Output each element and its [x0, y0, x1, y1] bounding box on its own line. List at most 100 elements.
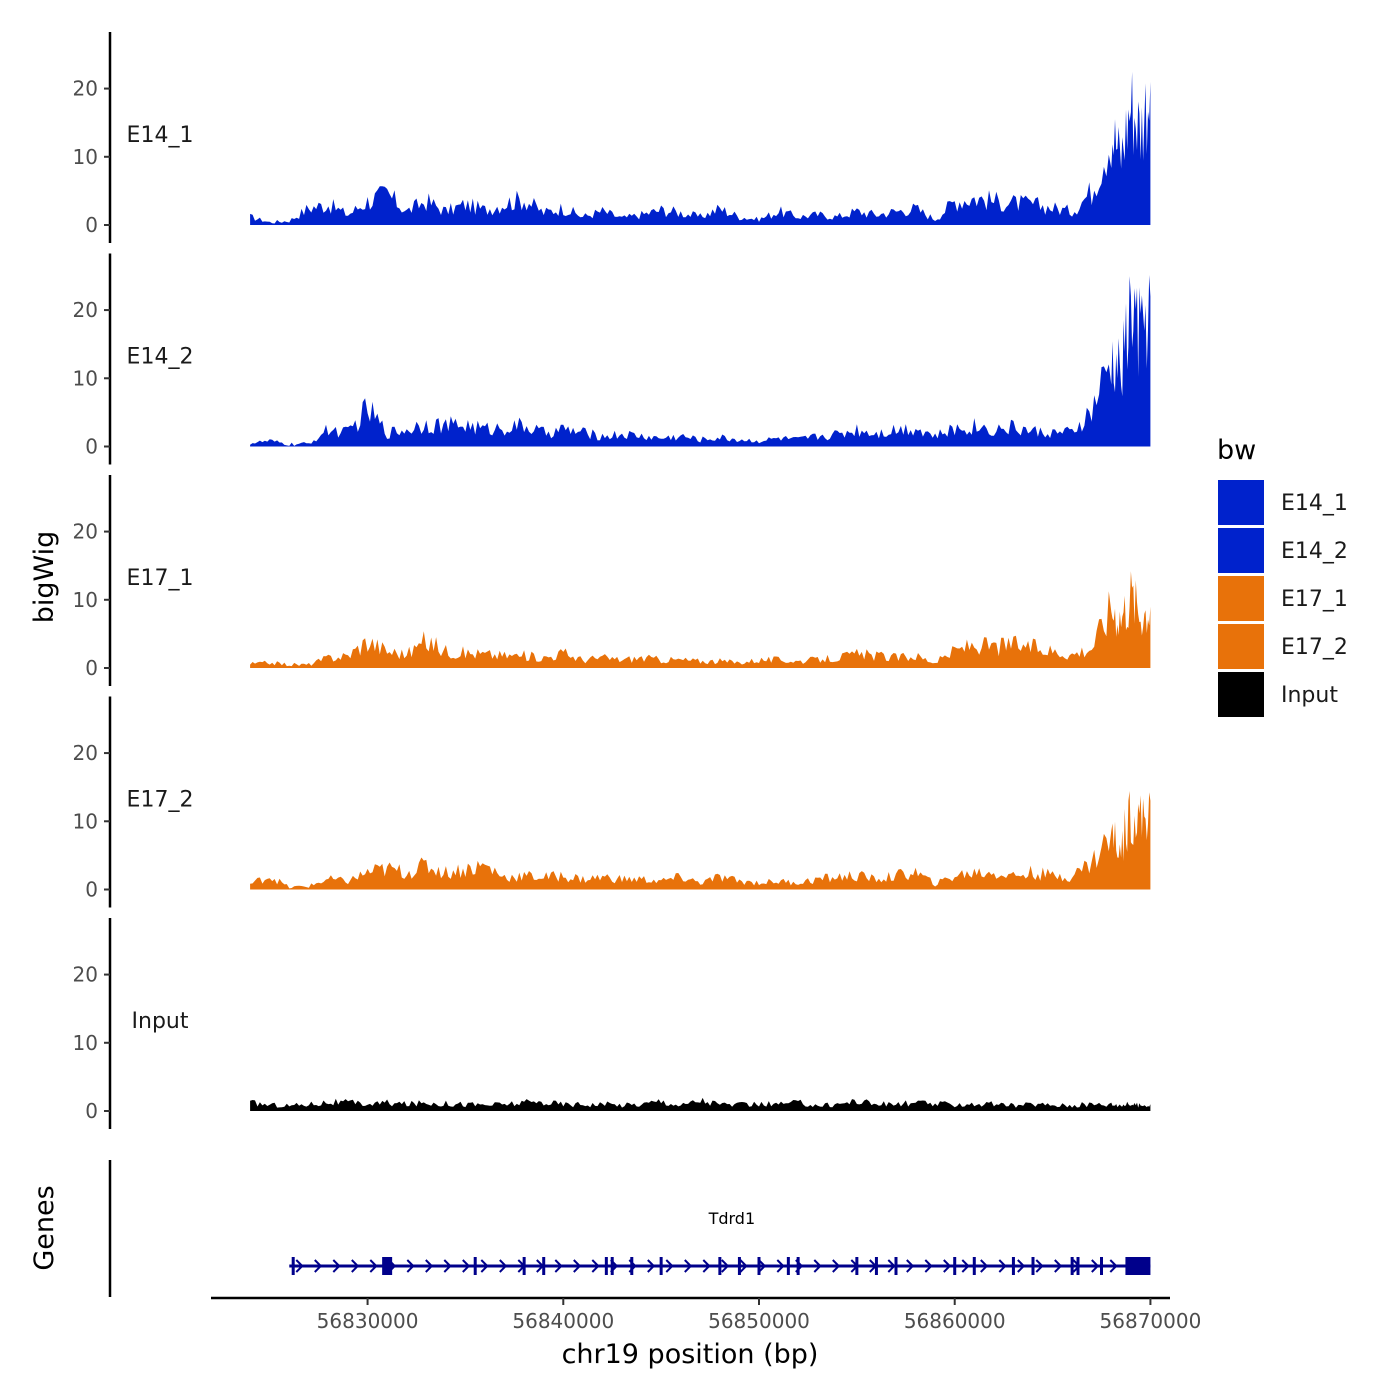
- strand-arrow: [1109, 1259, 1118, 1273]
- track-input: 0 10 20 Input: [73, 918, 1151, 1129]
- strand-arrow: [776, 1259, 785, 1273]
- strand-arrow: [758, 1259, 767, 1273]
- strand-arrow: [702, 1259, 711, 1273]
- strand-arrow: [721, 1259, 730, 1273]
- legend-label: E17_2: [1281, 635, 1348, 660]
- strand-arrow: [887, 1259, 896, 1273]
- legend-swatch-e14-2: [1218, 528, 1264, 573]
- x-axis: 56830000 56840000 56850000 56860000 56870000: [211, 1296, 1202, 1333]
- strand-arrow: [351, 1259, 360, 1273]
- exon: [473, 1257, 477, 1275]
- strand-arrow: [314, 1259, 323, 1273]
- strand-arrow: [425, 1259, 434, 1273]
- strand-arrow: [1017, 1259, 1026, 1273]
- y-tick-label: 0: [85, 656, 98, 680]
- y-tick-label: 0: [85, 213, 98, 237]
- exon: [757, 1257, 761, 1275]
- exon: [630, 1257, 634, 1275]
- strand-arrow: [443, 1259, 452, 1273]
- strand-arrow: [961, 1259, 970, 1273]
- strand-arrow: [1091, 1259, 1100, 1273]
- coverage-area-e14-2: [250, 275, 1151, 447]
- legend-label: Input: [1281, 683, 1338, 708]
- exon: [953, 1257, 957, 1275]
- y-tick-label: 20: [73, 520, 98, 544]
- x-tick-label: 56860000: [904, 1309, 1006, 1333]
- exon: [604, 1257, 608, 1275]
- exon: [1070, 1257, 1074, 1275]
- exon: [894, 1257, 898, 1275]
- strand-arrow: [480, 1259, 489, 1273]
- track-e17-1: 0 10 20 E17_1: [73, 475, 1151, 686]
- legend-label: E14_1: [1281, 491, 1348, 516]
- strand-arrow: [924, 1259, 933, 1273]
- legend-title: bw: [1217, 435, 1256, 466]
- strand-arrow: [332, 1259, 341, 1273]
- y-tick-label: 20: [73, 77, 98, 101]
- gene-tdrd1: Tdrd1: [289, 1209, 1151, 1275]
- strand-arrow: [1054, 1259, 1063, 1273]
- exon: [542, 1257, 546, 1275]
- exon: [1100, 1257, 1103, 1275]
- exon: [1031, 1257, 1035, 1275]
- strand-arrow: [369, 1259, 378, 1273]
- legend-swatch-e14-1: [1218, 480, 1264, 525]
- y-tick-label: 0: [85, 878, 98, 902]
- strand-arrow: [739, 1259, 748, 1273]
- y-tick-label: 10: [73, 145, 98, 169]
- track-label: Input: [132, 1009, 189, 1034]
- y-tick-label: 20: [73, 963, 98, 987]
- coverage-area-e17-2: [250, 791, 1151, 890]
- legend-swatch-input: [1218, 672, 1264, 717]
- strand-arrow: [462, 1259, 471, 1273]
- track-e17-2: 0 10 20 E17_2: [73, 696, 1151, 908]
- legend: bw E14_1 E14_2 E17_1 E17_2 Input: [1217, 435, 1348, 717]
- y-tick-label: 0: [85, 435, 98, 459]
- strand-arrow: [980, 1259, 989, 1273]
- strand-arrow: [406, 1259, 415, 1273]
- coverage-area-e17-1: [250, 571, 1151, 668]
- strand-arrow: [906, 1259, 915, 1273]
- strand-arrow: [499, 1259, 508, 1273]
- x-tick-label: 56870000: [1100, 1309, 1202, 1333]
- genes-panel: Tdrd1: [108, 1160, 1151, 1297]
- exon: [786, 1257, 790, 1275]
- x-tick-label: 56850000: [708, 1309, 810, 1333]
- track-label: E14_2: [127, 345, 194, 370]
- exon: [382, 1257, 393, 1275]
- x-tick-label: 56840000: [512, 1309, 614, 1333]
- track-e14-2: 0 10 20 E14_2: [73, 253, 1151, 465]
- x-tick-label: 56830000: [317, 1309, 419, 1333]
- exon: [874, 1257, 878, 1275]
- exon: [972, 1257, 976, 1275]
- y-tick-label: 10: [73, 588, 98, 612]
- exon: [522, 1257, 526, 1275]
- y-tick-label: 10: [73, 809, 98, 833]
- strand-arrow: [554, 1259, 563, 1273]
- exon: [291, 1257, 295, 1275]
- track-label: E14_1: [127, 123, 194, 148]
- gene-name-label: Tdrd1: [708, 1209, 756, 1228]
- strand-arrow: [684, 1259, 693, 1273]
- strand-arrow: [832, 1259, 841, 1273]
- exon: [610, 1257, 614, 1275]
- genes-axis-title: Genes: [29, 1185, 60, 1270]
- coverage-area-input: [250, 1097, 1151, 1111]
- exon: [855, 1257, 859, 1275]
- exon: [1011, 1257, 1015, 1275]
- exon: [659, 1257, 663, 1275]
- exon: [718, 1257, 722, 1275]
- y-tick-label: 10: [73, 366, 98, 390]
- y-tick-label: 20: [73, 741, 98, 765]
- legend-label: E14_2: [1281, 539, 1348, 564]
- strand-arrow: [813, 1259, 822, 1273]
- bigwig-tracks: 0 10 20 E14_1 0 10 20 E14_2 0 10 20 E17_1 0 10 20 E17_2…: [73, 32, 1151, 1129]
- strand-arrow: [295, 1259, 304, 1273]
- y-tick-label: 10: [73, 1031, 98, 1055]
- track-e14-1: 0 10 20 E14_1: [73, 32, 1151, 243]
- strand-arrow: [943, 1259, 952, 1273]
- strand-arrow: [573, 1259, 582, 1273]
- exon-terminal: [1125, 1257, 1151, 1275]
- legend-swatch-e17-2: [1218, 624, 1264, 669]
